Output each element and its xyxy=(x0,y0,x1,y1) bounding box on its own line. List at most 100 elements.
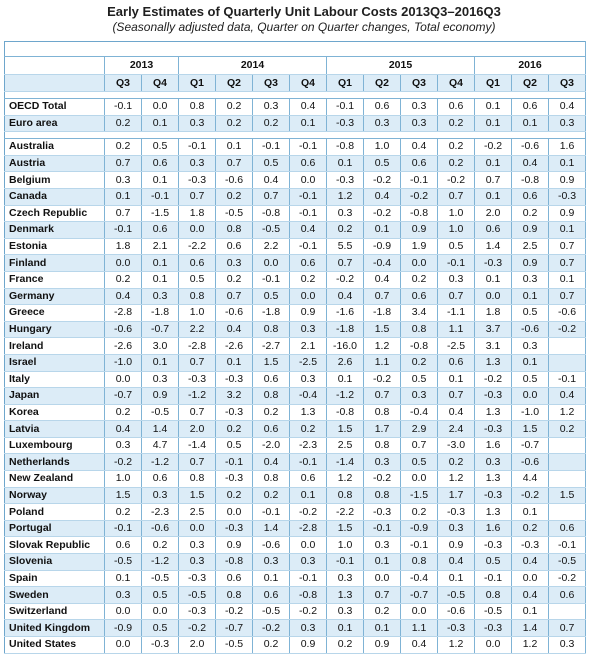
value-cell: 0.3 xyxy=(363,536,401,555)
value-cell: -1.8 xyxy=(326,321,364,339)
value-cell: 0.3 xyxy=(178,115,216,133)
quarter-header-cell: Q3 xyxy=(252,74,290,92)
value-cell: -0.3 xyxy=(474,387,512,405)
value-cell: 2.1 xyxy=(141,238,179,256)
value-cell: 0.1 xyxy=(511,603,549,621)
value-cell: -0.8 xyxy=(400,205,438,223)
value-cell: 0.3 xyxy=(289,553,327,571)
value-cell: 0.3 xyxy=(511,337,549,355)
value-cell: 0.0 xyxy=(104,371,142,389)
value-cell: -0.2 xyxy=(289,603,327,621)
value-cell: 1.2 xyxy=(548,404,586,422)
value-cell: 0.2 xyxy=(437,115,475,133)
value-cell: 1.0 xyxy=(104,470,142,488)
country-name-cell: United Kingdom xyxy=(4,619,105,637)
value-cell: 0.8 xyxy=(363,487,401,505)
table-row: France 0.2 0.1 0.5 0.2 -0.1 0.2 -0.2 0.4 0.2 0.3 0.… xyxy=(4,271,586,289)
corner-cell xyxy=(4,56,105,75)
value-cell: -0.3 xyxy=(178,603,216,621)
value-cell: 1.9 xyxy=(400,238,438,256)
value-cell: -0.8 xyxy=(215,553,253,571)
value-cell: -0.5 xyxy=(548,553,586,571)
value-cell: 1.0 xyxy=(363,138,401,156)
value-cell: 0.5 xyxy=(511,371,549,389)
value-cell: 2.9 xyxy=(400,420,438,438)
value-cell: 0.3 xyxy=(252,98,290,116)
value-cell: 1.6 xyxy=(474,520,512,538)
value-cell: 1.4 xyxy=(474,238,512,256)
value-cell: 0.2 xyxy=(215,115,253,133)
value-cell: -0.3 xyxy=(215,404,253,422)
value-cell: 0.7 xyxy=(178,453,216,472)
value-cell: 0.1 xyxy=(511,115,549,133)
value-cell: 1.3 xyxy=(289,404,327,422)
value-cell: 2.5 xyxy=(511,238,549,256)
value-cell: -0.7 xyxy=(215,619,253,637)
value-cell: 0.3 xyxy=(215,254,253,272)
value-cell: -2.3 xyxy=(289,437,327,455)
value-cell: -0.9 xyxy=(400,520,438,538)
value-cell: 0.4 xyxy=(252,453,290,472)
value-cell: 0.0 xyxy=(474,288,512,306)
table-row: OECD Total -0.1 0.0 0.8 0.2 0.3 0.4 -0.1 0.6 0.3 0… xyxy=(4,98,586,116)
country-name-cell: Slovak Republic xyxy=(4,536,105,555)
value-cell: -0.2 xyxy=(363,205,401,223)
value-cell: 0.2 xyxy=(141,536,179,555)
value-cell: 0.2 xyxy=(363,603,401,621)
value-cell: 0.6 xyxy=(474,221,512,239)
value-cell: 0.8 xyxy=(363,404,401,422)
value-cell: 0.3 xyxy=(178,155,216,173)
value-cell: -1.8 xyxy=(363,304,401,322)
country-name-cell: Czech Republic xyxy=(4,205,105,223)
country-name-cell: Slovenia xyxy=(4,553,105,571)
value-cell: -0.1 xyxy=(326,98,364,116)
value-cell: 1.8 xyxy=(104,238,142,256)
value-cell: 1.2 xyxy=(437,470,475,488)
value-cell: 1.0 xyxy=(178,304,216,322)
value-cell: 2.2 xyxy=(252,238,290,256)
value-cell: -0.3 xyxy=(511,536,549,555)
value-cell: 0.4 xyxy=(511,553,549,571)
value-cell: -1.6 xyxy=(326,304,364,322)
value-cell: 2.0 xyxy=(474,205,512,223)
quarter-header-cell: Q3 xyxy=(104,74,142,92)
value-cell: 0.2 xyxy=(215,188,253,206)
value-cell: 1.0 xyxy=(437,205,475,223)
value-cell: -2.8 xyxy=(289,520,327,538)
value-cell: -0.7 xyxy=(400,586,438,604)
value-cell: -0.5 xyxy=(215,636,253,654)
value-cell: -0.1 xyxy=(104,98,142,116)
value-cell: -0.2 xyxy=(104,453,142,472)
country-name-cell: Israel xyxy=(4,354,105,372)
value-cell: 4.4 xyxy=(511,470,549,488)
value-cell: 2.1 xyxy=(289,337,327,355)
country-name-cell: OECD Total xyxy=(4,98,105,116)
value-cell: -0.3 xyxy=(326,115,364,133)
country-name-cell: New Zealand xyxy=(4,470,105,488)
value-cell: 0.7 xyxy=(437,387,475,405)
value-cell: 0.7 xyxy=(178,354,216,372)
value-cell: -0.3 xyxy=(178,570,216,588)
quarter-header-cell: Q3 xyxy=(400,74,438,92)
value-cell xyxy=(548,337,586,355)
value-cell: 1.8 xyxy=(474,304,512,322)
value-cell: 0.6 xyxy=(548,586,586,604)
value-cell: -0.6 xyxy=(548,304,586,322)
value-cell: 0.0 xyxy=(141,98,179,116)
value-cell: -0.2 xyxy=(437,171,475,189)
value-cell: 0.3 xyxy=(326,205,364,223)
value-cell: 0.5 xyxy=(437,238,475,256)
header-spacer-row xyxy=(4,41,586,57)
value-cell: 0.1 xyxy=(141,254,179,272)
value-cell: -0.1 xyxy=(252,503,290,521)
value-cell: 1.3 xyxy=(474,354,512,372)
value-cell: 1.2 xyxy=(326,188,364,206)
value-cell xyxy=(548,437,586,455)
value-cell: 2.4 xyxy=(437,420,475,438)
value-cell: 0.3 xyxy=(326,570,364,588)
value-cell: 0.2 xyxy=(252,115,290,133)
value-cell: 0.0 xyxy=(252,254,290,272)
value-cell: 0.6 xyxy=(548,520,586,538)
group-spacer-row xyxy=(4,91,586,99)
value-cell: 0.1 xyxy=(363,221,401,239)
